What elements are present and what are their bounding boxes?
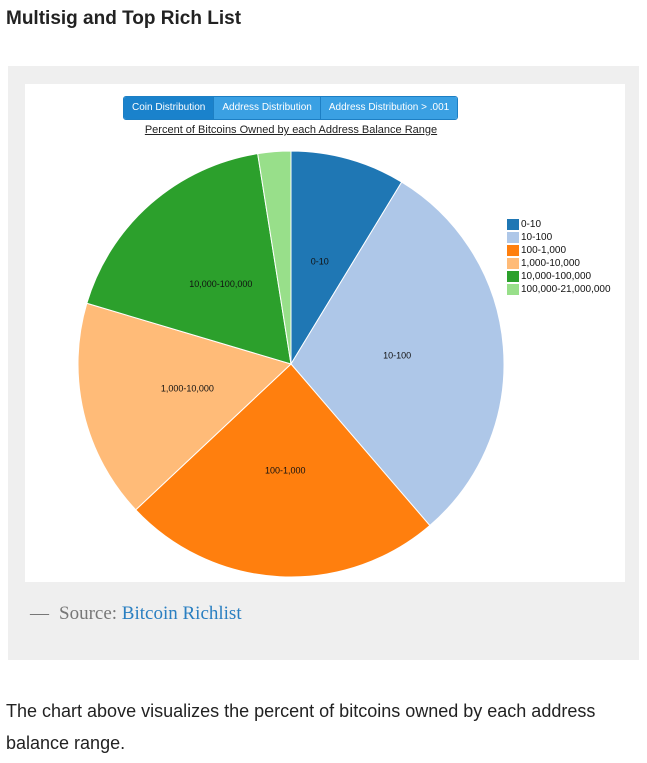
legend-label: 100-1,000 [521,245,567,256]
slice-label-4: 1,000-10,000 [161,384,214,394]
legend-label: 10-100 [521,232,553,243]
legend-item-5[interactable]: 10,000-100,000 [507,270,611,283]
caption-prefix: Source: [59,603,118,624]
pie-slice-2[interactable] [290,181,505,527]
legend-label: 1,000-10,000 [521,258,580,269]
chart-tabs: Coin Distribution Address Distribution A… [123,96,459,120]
chart-legend: 0-10 10-100 100-1,000 1,000-10,000 10,000-10… [507,218,611,296]
legend-label: 10,000-100,000 [521,271,592,282]
legend-label: 100,000-21,000,000 [521,284,611,295]
legend-item-3[interactable]: 100-1,000 [507,244,611,257]
slice-label-2: 10-100 [383,350,411,360]
caption-dash: — [30,603,49,624]
figure-container: Coin Distribution Address Distribution A… [8,66,639,660]
pie-slice-5[interactable] [86,153,292,365]
pie-slice-6[interactable] [257,150,292,365]
pie-slice-3[interactable] [135,363,431,578]
slice-label-1: 0-10 [311,256,329,266]
chart-title: Percent of Bitcoins Owned by each Addres… [144,124,438,136]
legend-item-6[interactable]: 100,000-21,000,000 [507,283,611,296]
pie-chart: 0-10 10-100 100-1,000 1,000-10,000 10,000-10… [77,150,505,578]
page-heading: Multisig and Top Rich List [6,8,242,29]
pie-slice-1[interactable] [290,150,403,366]
slice-label-5: 10,000-100,000 [189,279,252,289]
tab-address-distribution-001[interactable]: Address Distribution > .001 [320,97,458,119]
legend-swatch [507,219,519,230]
legend-item-4[interactable]: 1,000-10,000 [507,257,611,270]
legend-label: 0-10 [521,219,542,230]
legend-swatch [507,258,519,269]
tab-coin-distribution[interactable]: Coin Distribution [124,97,215,119]
body-paragraph: The chart above visualizes the percent o… [6,701,596,753]
legend-swatch [507,271,519,282]
legend-swatch [507,245,519,256]
tab-address-distribution[interactable]: Address Distribution [214,97,321,119]
figure-caption: — Source: Bitcoin Richlist [30,603,242,625]
chart-card: Coin Distribution Address Distribution A… [25,84,625,582]
legend-swatch [507,284,519,295]
legend-item-2[interactable]: 10-100 [507,231,611,244]
source-link[interactable]: Bitcoin Richlist [121,603,242,624]
legend-swatch [507,232,519,243]
slice-label-3: 100-1,000 [265,465,306,475]
legend-item-1[interactable]: 0-10 [507,218,611,231]
pie-slice-4[interactable] [77,302,292,511]
